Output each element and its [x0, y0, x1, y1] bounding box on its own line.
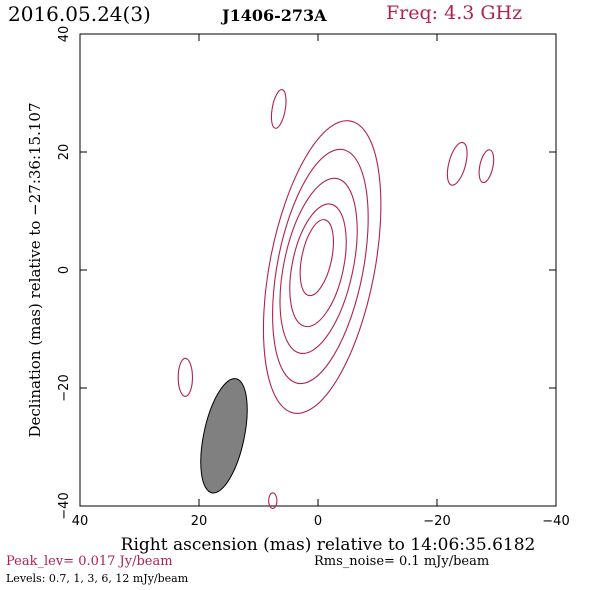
x-tick-label: 20 [191, 514, 208, 529]
beam-ellipse [200, 378, 248, 494]
noise-contour [177, 357, 194, 397]
y-axis-label: Declination (mas) relative to −27:36:15.… [26, 102, 44, 437]
contour-line [299, 219, 334, 297]
peak-level: Peak_lev= 0.017 Jy/beam [6, 554, 173, 569]
contour-line [289, 203, 347, 328]
contour-levels: Levels: 0.7, 1, 3, 6, 12 mJy/beam [6, 572, 189, 585]
y-tick-label: 20 [57, 144, 72, 161]
y-tick-label: −40 [57, 492, 72, 519]
contour-line [262, 120, 382, 414]
x-tick-label: −20 [423, 514, 450, 529]
noise-contour [446, 141, 468, 186]
noise-contour [268, 492, 278, 509]
x-tick-label: 0 [314, 514, 322, 529]
x-tick-label: −40 [542, 514, 569, 529]
x-tick-label: 40 [72, 514, 89, 529]
y-tick-label: −20 [57, 374, 72, 401]
frequency-label: Freq: 4.3 GHz [386, 2, 523, 24]
contour-line [279, 177, 358, 355]
observation-date: 2016.05.24(3) [8, 2, 151, 26]
noise-contour [270, 89, 287, 129]
y-tick-label: 40 [57, 26, 72, 43]
contour-line [272, 148, 369, 385]
noise-contour [478, 149, 495, 184]
rms-noise: Rms_noise= 0.1 mJy/beam [314, 554, 490, 569]
y-tick-label: 0 [57, 266, 72, 274]
plot-frame [79, 33, 557, 507]
source-name: J1406-273A [222, 6, 327, 25]
x-axis-label: Right ascension (mas) relative to 14:06:… [121, 535, 536, 555]
